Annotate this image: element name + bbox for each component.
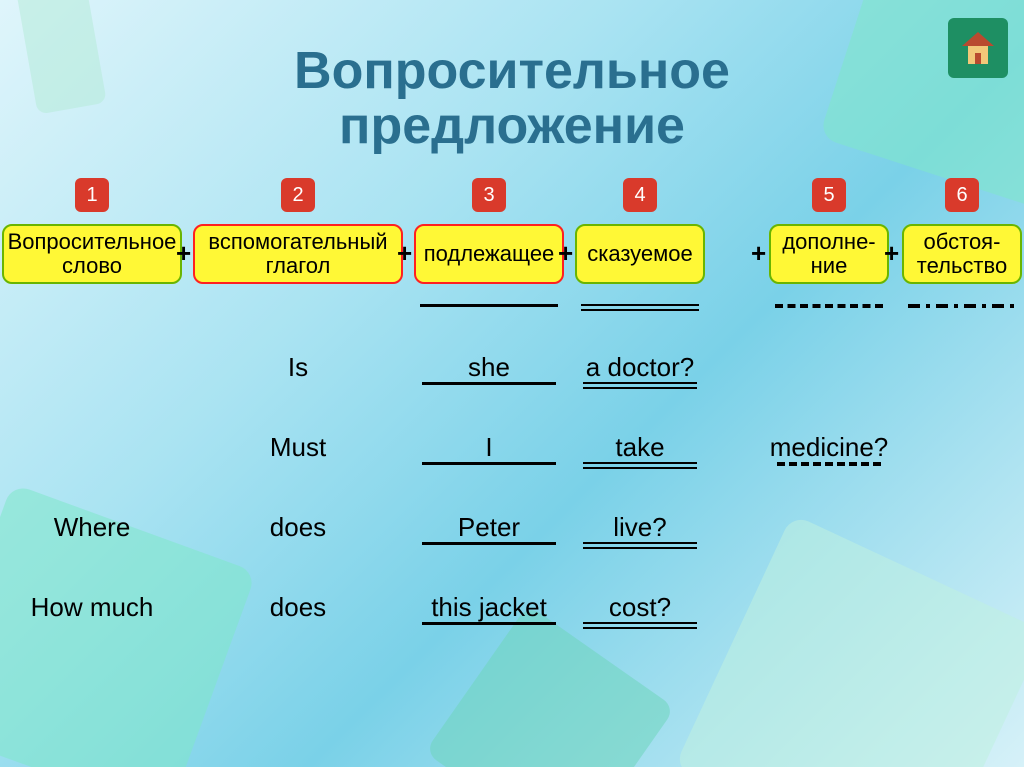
part-underline [777, 462, 881, 466]
part-box: подлежащее [414, 224, 564, 284]
part-underline [583, 382, 697, 389]
part-number-badge: 3 [472, 178, 506, 212]
part-box: дополне- ние [769, 224, 889, 284]
part-number-badge: 4 [623, 178, 657, 212]
example-cell: Is [193, 352, 403, 383]
part-number-badge: 1 [75, 178, 109, 212]
example-cell: Where [2, 512, 182, 543]
example-cell: a doctor? [575, 352, 705, 383]
slide-root: Вопросительное предложение 1 Вопросительн… [0, 0, 1024, 767]
part-underline [581, 304, 699, 311]
example-cell: Must [193, 432, 403, 463]
part-underline [775, 304, 883, 308]
example-cell: I [414, 432, 564, 463]
part-underline [583, 462, 697, 469]
part-underline [583, 622, 697, 629]
part-underline [908, 304, 1016, 308]
example-cell: How much [2, 592, 182, 623]
example-cell: this jacket [414, 592, 564, 623]
plus-icon: + [176, 238, 191, 269]
title-line-1: Вопросительное [294, 42, 730, 100]
part-box: вспомогательный глагол [193, 224, 403, 284]
part-number-badge: 6 [945, 178, 979, 212]
part-box: обстоя- тельство [902, 224, 1022, 284]
example-cell: medicine? [769, 432, 889, 463]
example-cell: does [193, 592, 403, 623]
title-line-2: предложение [339, 97, 685, 155]
part-box: Вопросительное слово [2, 224, 182, 284]
example-cell: does [193, 512, 403, 543]
part-underline [583, 542, 697, 549]
part-underline [420, 304, 558, 307]
part-underline [422, 542, 556, 545]
part-underline [422, 382, 556, 385]
example-cell: live? [575, 512, 705, 543]
example-cell: Peter [414, 512, 564, 543]
example-cell: cost? [575, 592, 705, 623]
part-number-badge: 2 [281, 178, 315, 212]
part-number-badge: 5 [812, 178, 846, 212]
example-cell: take [575, 432, 705, 463]
part-box: сказуемое [575, 224, 705, 284]
example-cell: she [414, 352, 564, 383]
part-underline [422, 462, 556, 465]
plus-icon: + [884, 238, 899, 269]
part-underline [422, 622, 556, 625]
plus-icon: + [751, 238, 766, 269]
plus-icon: + [397, 238, 412, 269]
slide-title: Вопросительное предложение [0, 44, 1024, 153]
plus-icon: + [558, 238, 573, 269]
